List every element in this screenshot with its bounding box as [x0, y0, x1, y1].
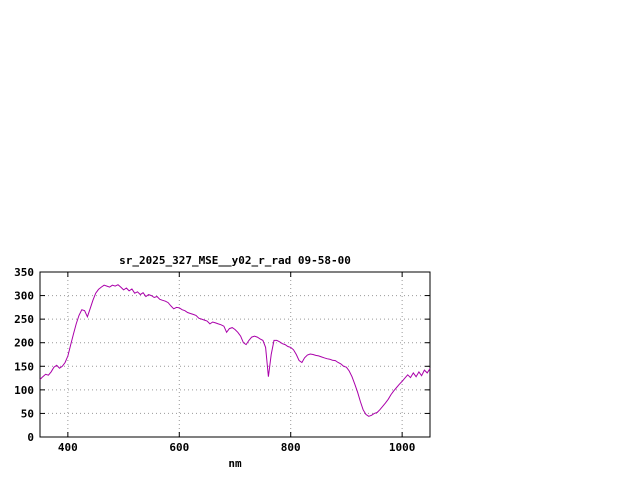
- tick-marks: [40, 271, 430, 438]
- x-tick-label: 1000: [389, 441, 416, 454]
- chart-title: sr_2025_327_MSE__y02_r_rad 09-58-00: [119, 254, 351, 267]
- x-tick-label: 800: [281, 441, 301, 454]
- x-tick-labels: 400 600 800 1000: [58, 441, 415, 454]
- y-tick-label: 50: [21, 407, 34, 420]
- x-tick-label: 400: [58, 441, 78, 454]
- x-axis-label: nm: [228, 457, 242, 470]
- y-tick-label: 250: [14, 313, 34, 326]
- spectrum-line: [39, 284, 431, 417]
- y-tick-label: 200: [14, 337, 34, 350]
- y-tick-label: 100: [14, 384, 34, 397]
- y-tick-labels: 0 50 100 150 200 250 300 350: [14, 266, 34, 444]
- grid-layer: [40, 272, 430, 437]
- plot-border: [39, 271, 431, 438]
- y-tick-label: 0: [27, 431, 34, 444]
- y-tick-label: 150: [14, 360, 34, 373]
- y-tick-label: 350: [14, 266, 34, 279]
- y-tick-label: 300: [14, 290, 34, 303]
- x-tick-label: 600: [169, 441, 189, 454]
